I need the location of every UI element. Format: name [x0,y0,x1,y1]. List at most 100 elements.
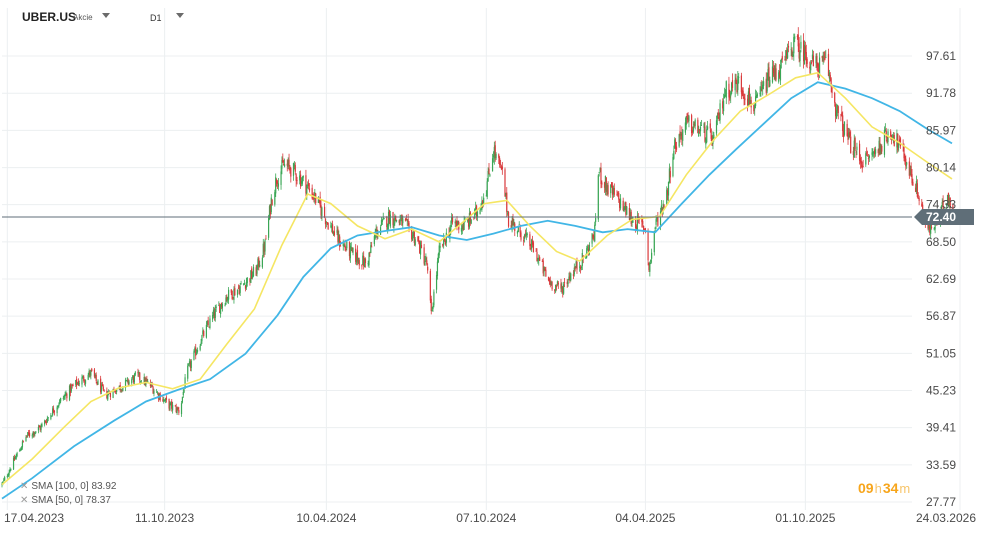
candle-body [594,224,596,242]
candle-body [691,115,693,134]
candle [743,93,745,106]
candle-body [694,119,696,127]
candle [606,183,608,196]
candle-body [607,185,609,195]
candle-body [162,399,164,401]
candle-body [208,326,210,328]
candle-body [666,189,668,205]
candle-body [868,155,870,158]
timeframe-chevron-down-icon[interactable] [176,13,184,18]
candle-body [591,233,593,244]
candle [573,263,575,277]
indicator-sma50[interactable]: ✕ SMA [50, 0] 78.37 [20,495,111,506]
candle-body [445,232,447,243]
candle-body [361,264,363,267]
candle-body [364,258,367,264]
candle [809,61,811,74]
candle-body [632,220,634,223]
candle-body [672,157,674,177]
candle-body [214,308,216,318]
candle-body [822,55,824,62]
candle-body [773,70,775,76]
candle [767,63,769,81]
remove-indicator-icon[interactable]: ✕ [20,495,29,506]
candle-body [566,282,568,284]
candle [949,197,951,209]
candle-body [70,386,72,392]
candle [34,431,36,437]
candle [829,72,831,82]
candle [455,220,457,228]
candle-body [370,245,372,254]
candle [77,378,80,387]
candle [560,278,562,293]
candle-body [579,266,582,270]
candle-body [292,163,295,176]
candle [526,232,528,238]
candle-body [342,243,344,247]
symbol-label[interactable]: UBER.US [22,10,77,24]
candle-body [281,160,283,169]
candle-body [774,65,776,79]
candle-body [83,376,85,381]
candle [865,151,867,167]
remove-indicator-icon[interactable]: ✕ [20,481,29,492]
candle-body [697,119,699,134]
candle [587,244,589,251]
candle-body [169,402,171,410]
candle [289,165,291,174]
candle-body [784,59,786,60]
candle-body [237,287,239,289]
candle [684,117,686,135]
candle-body [679,131,681,137]
candle-body [704,126,706,142]
candle-body [371,246,373,248]
candle [32,431,34,438]
candle [843,121,846,137]
candle-body [233,288,235,301]
candle [244,284,247,292]
sma50-line [1,71,953,486]
candle-body [866,155,869,157]
candle [817,62,819,78]
candle [370,241,372,254]
candle-body [164,400,166,402]
candle [137,368,139,377]
timeframe-label[interactable]: D1 [150,13,162,23]
indicator-sma100[interactable]: ✕ SMA [100, 0] 83.92 [20,481,116,492]
candle [800,35,802,53]
candle [738,73,740,84]
candle-body [904,155,906,162]
candle-body [180,403,183,415]
candle [294,162,296,175]
candle [26,435,28,438]
candle [208,326,210,328]
candle [39,425,41,432]
candle [541,259,543,262]
candle [87,372,89,381]
candle [398,219,400,226]
candle-body [560,283,562,289]
candle [810,60,812,75]
candle [392,211,394,228]
candle-body [243,283,245,286]
candle [516,230,519,237]
candle [276,178,278,187]
candle-body [499,163,502,165]
candle-body [532,242,535,253]
candle-body [128,381,130,385]
candle [495,152,497,161]
symbol-chevron-down-icon[interactable] [102,13,110,18]
candle [842,111,844,137]
candle-body [137,372,139,374]
candle-body [401,214,403,226]
candle-body [487,170,489,182]
candle-body [423,247,425,264]
candle [719,99,721,124]
candle-body [283,163,285,166]
candle [806,57,808,69]
candle [506,187,508,218]
candle-body [196,349,199,352]
candle [572,270,575,280]
